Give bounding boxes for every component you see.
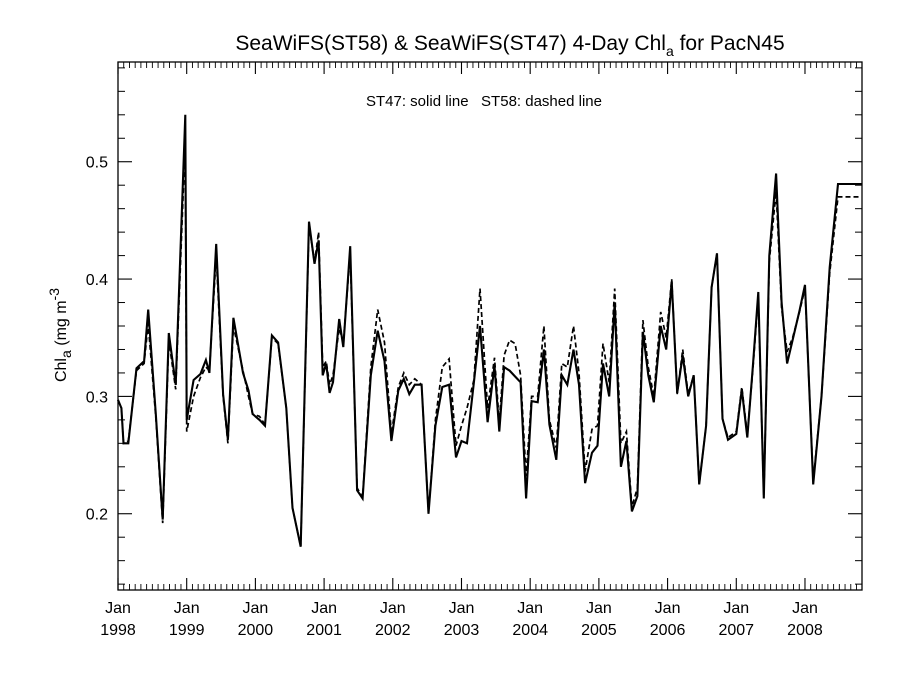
x-tick-year-label: 2005 — [581, 622, 617, 639]
chart-title-main: SeaWiFS(ST58) & SeaWiFS(ST47) 4-Day Chl — [235, 32, 666, 55]
y-axis-label-main: Chl — [53, 358, 70, 382]
series-annotation: ST47: solid line ST58: dashed line — [366, 93, 602, 110]
x-tick-month-label: Jan — [242, 600, 268, 617]
x-tick-year-label: 2006 — [650, 622, 686, 639]
y-tick-label: 0.3 — [86, 389, 108, 406]
y-axis-label-unit: (mg m — [53, 300, 70, 350]
chart-title-tail: for PacN45 — [674, 32, 785, 55]
y-axis-label-superscript: -3 — [46, 288, 62, 301]
x-tick-month-label: Jan — [311, 600, 337, 617]
x-tick-month-label: Jan — [105, 600, 131, 617]
data-series — [117, 114, 862, 547]
y-tick-label: 0.5 — [86, 155, 108, 172]
x-tick-month-label: Jan — [517, 600, 543, 617]
x-tick-year-label: 2001 — [306, 622, 342, 639]
x-tick-year-label: 2007 — [718, 622, 754, 639]
chart-title: SeaWiFS(ST58) & SeaWiFS(ST47) 4-Day Chla… — [235, 32, 784, 59]
series-line-st47 — [117, 114, 862, 547]
x-tick-year-label: 2002 — [375, 622, 411, 639]
x-tick-year-label: 1999 — [169, 622, 205, 639]
chart-title-subscript: a — [666, 43, 674, 59]
plot-frame — [117, 61, 863, 591]
x-tick-month-label: Jan — [655, 600, 681, 617]
y-axis-label-subscript: a — [58, 350, 74, 358]
y-axis-label: Chla (mg m-3 — [46, 288, 74, 382]
x-tick-month-label: Jan — [380, 600, 406, 617]
x-tick-month-label: Jan — [792, 600, 818, 617]
x-tick-year-label: 2004 — [512, 622, 548, 639]
x-tick-month-label: Jan — [586, 600, 612, 617]
x-tick-year-label: 2003 — [444, 622, 480, 639]
x-tick-year-label: 2000 — [238, 622, 274, 639]
y-tick-label: 0.4 — [86, 272, 108, 289]
axes: 0.2 0.3 0.4 0.5 Jan 1998 Jan 1999 Jan 2000 Jan 2001… — [86, 62, 862, 639]
x-tick-month-label: Jan — [723, 600, 749, 617]
x-tick-year-label: 1998 — [100, 622, 136, 639]
y-tick-label: 0.2 — [86, 507, 108, 524]
series-line-st58 — [117, 138, 862, 547]
x-tick-year-label: 2008 — [787, 622, 823, 639]
x-tick-month-label: Jan — [174, 600, 200, 617]
x-tick-month-label: Jan — [449, 600, 475, 617]
